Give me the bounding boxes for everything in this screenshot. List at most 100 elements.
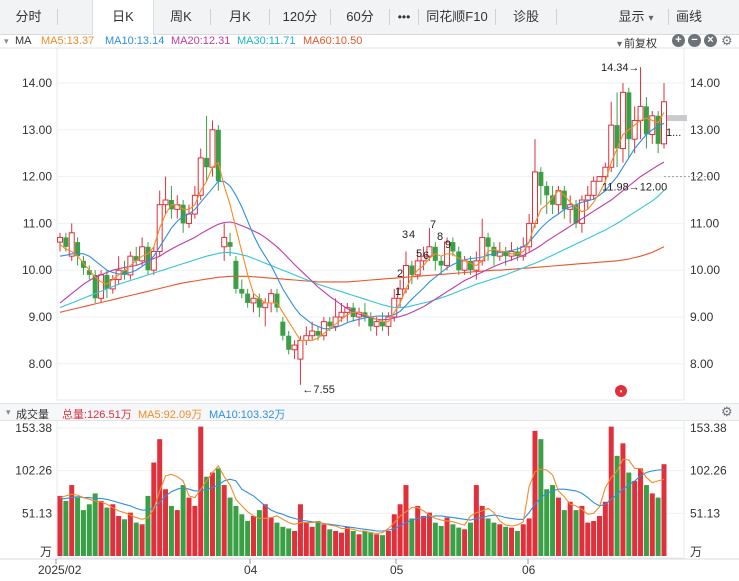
- more-tabs-button[interactable]: •••: [397, 10, 411, 24]
- gear-icon[interactable]: ⚙: [721, 33, 733, 48]
- volume-bar-up: [591, 520, 597, 556]
- high-price-label: 14.34→: [601, 62, 640, 74]
- volume-unit-right: 万: [690, 545, 702, 559]
- volume-bar-up: [602, 501, 608, 556]
- tab-f10[interactable]: 同花顺F10: [426, 9, 488, 24]
- volume-bar-down: [450, 524, 456, 556]
- tab-120min[interactable]: 120分: [282, 9, 318, 24]
- tab-diagnose[interactable]: 诊股: [512, 9, 539, 24]
- ma-legend: ▾ MA MA5:13.37 MA10:13.14 MA20:12.31 MA3…: [0, 33, 739, 51]
- tab-divider: [269, 9, 270, 25]
- volume-bar-down: [227, 497, 233, 556]
- candle-body-up: [186, 213, 193, 224]
- volume-bar-down: [467, 522, 473, 556]
- volume-ma5-line: [59, 458, 665, 535]
- close-icon[interactable]: ×: [704, 34, 717, 47]
- volume-bar-up: [638, 468, 644, 556]
- display-dropdown[interactable]: 显示 ▾: [605, 0, 667, 34]
- ma10-value: MA10:13.14: [105, 35, 165, 47]
- tab-weekly-k[interactable]: 周K: [170, 9, 192, 24]
- current-price-label: 1...: [666, 127, 681, 139]
- candle-body-down: [626, 92, 632, 140]
- volume-bar-down: [655, 497, 661, 556]
- candle-body-up: [139, 246, 146, 262]
- volume-bar-up: [69, 485, 75, 556]
- candle-body-down: [380, 321, 386, 327]
- candle-body-down: [538, 171, 544, 186]
- ma60-value: MA60:10.50: [303, 35, 363, 47]
- volume-bar-down: [256, 510, 262, 556]
- volume-bar-up: [579, 505, 585, 556]
- volume-ma10-line: [59, 469, 665, 532]
- tab-divider: [668, 9, 669, 25]
- candle-body-up: [649, 115, 656, 135]
- volume-bar-up: [620, 443, 626, 556]
- candle-body-up: [150, 250, 157, 271]
- volume-bar-up: [532, 430, 538, 556]
- volume-bar-down: [104, 507, 110, 556]
- draw-line-button[interactable]: 画线: [675, 9, 702, 24]
- x-tick-label: 04: [244, 563, 258, 577]
- volume-bar-up: [632, 480, 638, 556]
- volume-bar-down: [215, 468, 221, 556]
- volume-bar-up: [268, 517, 274, 556]
- tab-intraday[interactable]: 分时: [15, 9, 42, 24]
- candle-body-up: [338, 311, 345, 318]
- volume-bar-up: [444, 517, 450, 556]
- collapse-icon[interactable]: ▾: [6, 407, 11, 417]
- candle-body-up: [197, 157, 204, 196]
- adjust-dropdown[interactable]: ▾ 前复权: [617, 35, 657, 51]
- volume-bar-up: [585, 522, 591, 556]
- volume-label: 成交量: [16, 409, 49, 421]
- candle-body-up: [426, 246, 433, 257]
- candle-body-down: [456, 251, 462, 271]
- tab-daily-k[interactable]: 日K: [92, 0, 154, 35]
- price-tick-left: 11.00: [23, 216, 52, 230]
- volume-bar-down: [368, 532, 374, 556]
- candle-body-down: [274, 293, 280, 308]
- add-indicator-icon[interactable]: +: [672, 34, 685, 47]
- gear-icon[interactable]: ⚙: [721, 404, 733, 419]
- volume-bar-up: [221, 485, 227, 556]
- candle-body-down: [86, 270, 92, 275]
- candle-body-up: [619, 91, 626, 150]
- candle-body-down: [204, 157, 210, 168]
- signal-number-label: 8: [437, 231, 443, 243]
- candle-body-down: [80, 260, 86, 268]
- chevron-down-icon: ▾: [617, 39, 623, 50]
- volume-bar-up: [509, 527, 515, 556]
- volume-bar-down: [286, 528, 292, 556]
- volume-bar-up: [462, 529, 468, 556]
- volume-bar-up: [309, 526, 315, 556]
- candle-body-up: [309, 330, 316, 337]
- volume-bar-up: [303, 522, 309, 556]
- candle-body-down: [544, 185, 550, 196]
- signal-number-label: 1: [395, 286, 401, 298]
- tab-divider: [330, 9, 331, 25]
- candle-body-up: [631, 119, 638, 140]
- volume-bar-down: [239, 514, 245, 556]
- price-tick-left: 8.00: [29, 357, 53, 371]
- remove-indicator-icon[interactable]: −: [688, 34, 701, 47]
- tab-monthly-k[interactable]: 月K: [229, 9, 251, 24]
- candle-body-down: [215, 129, 221, 182]
- display-label: 显示: [618, 9, 645, 24]
- candle-body-down: [227, 242, 233, 247]
- volume-bar-up: [567, 501, 573, 556]
- volume-bar-up: [157, 439, 163, 556]
- volume-bar-down: [274, 522, 280, 556]
- price-tick-left: 13.00: [22, 123, 52, 137]
- price-tick-left: 10.00: [22, 263, 52, 277]
- volume-bar-up: [338, 532, 344, 556]
- candle-body-down: [573, 204, 579, 224]
- collapse-icon[interactable]: ▾: [4, 36, 9, 46]
- candle-body-up: [397, 288, 404, 299]
- candle-body-up: [661, 101, 667, 145]
- candle-body-up: [584, 194, 591, 201]
- event-badge-glyph: •: [620, 387, 623, 396]
- volume-bar-up: [262, 504, 268, 556]
- candle-body-down: [245, 293, 251, 303]
- tab-60min[interactable]: 60分: [346, 9, 374, 24]
- volume-bar-down: [514, 530, 520, 556]
